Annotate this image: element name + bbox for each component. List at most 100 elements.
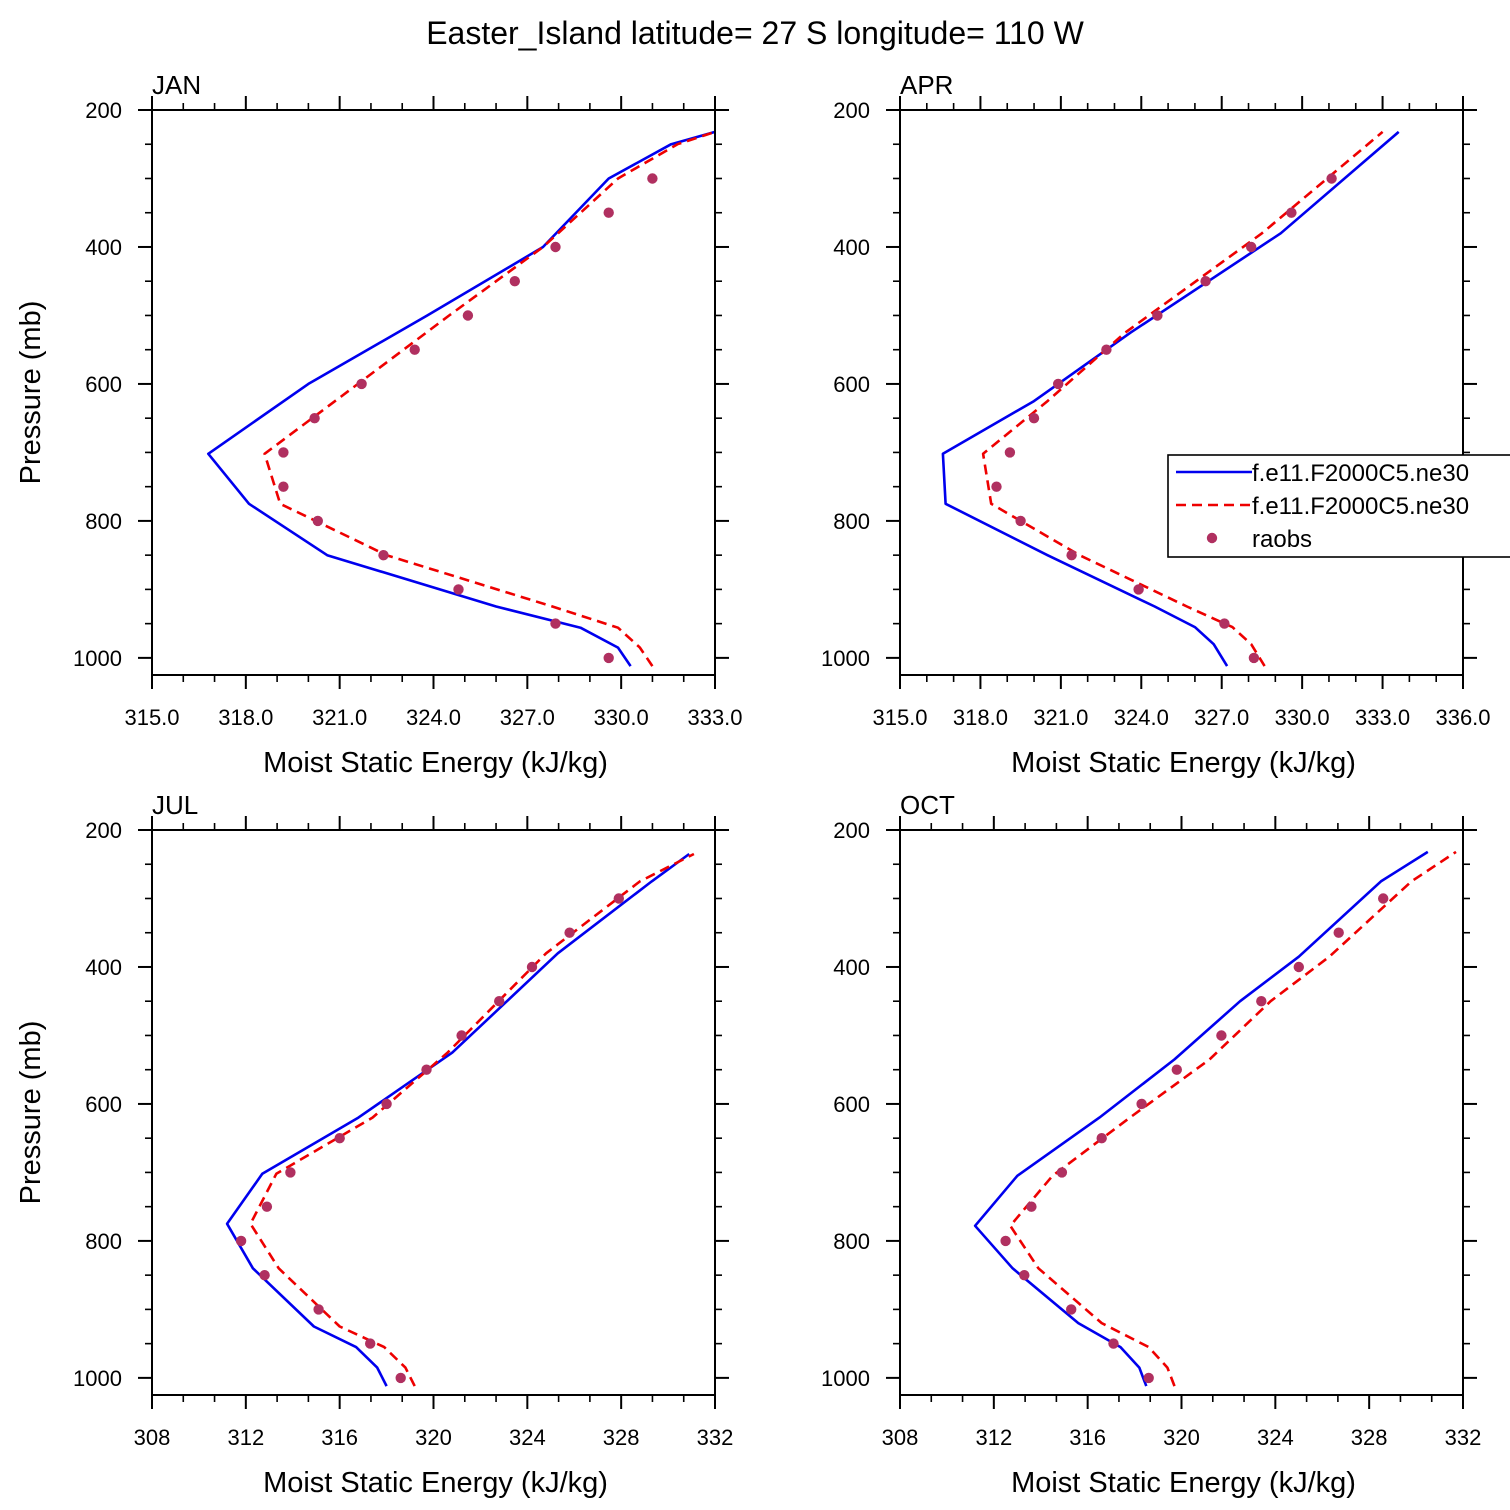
x-tick-label: 321.0 — [312, 705, 367, 730]
y-tick-label: 800 — [833, 509, 870, 534]
raobs-point — [1216, 1030, 1227, 1041]
raobs-point — [613, 893, 624, 904]
raobs-point — [278, 481, 289, 492]
x-tick-label: 315.0 — [124, 705, 179, 730]
raobs-point — [550, 618, 561, 629]
y-tick-label: 800 — [85, 509, 122, 534]
x-tick-label: 324 — [509, 1425, 546, 1450]
x-tick-label: 320 — [1163, 1425, 1200, 1450]
y-tick-label: 400 — [833, 235, 870, 260]
raobs-point — [1248, 652, 1260, 664]
raobs-point — [409, 344, 420, 355]
raobs-point — [462, 310, 474, 321]
raobs-point — [1000, 1235, 1011, 1247]
x-tick-label: 332 — [1445, 1425, 1482, 1450]
raobs-point — [1004, 447, 1016, 458]
y-tick-label: 200 — [85, 818, 122, 843]
x-axis-label: Moist Static Energy (kJ/kg) — [263, 1467, 608, 1499]
raobs-point — [453, 584, 464, 595]
x-tick-label: 318.0 — [953, 705, 1008, 730]
raobs-point — [1101, 344, 1112, 355]
x-tick-label: 308 — [882, 1425, 919, 1450]
panel-title: JAN — [152, 70, 201, 100]
raobs-point — [1293, 961, 1305, 973]
x-tick-label: 308 — [134, 1425, 171, 1450]
raobs-point — [1171, 1064, 1183, 1075]
y-tick-label: 600 — [833, 372, 870, 397]
x-axis-label: Moist Static Energy (kJ/kg) — [1011, 747, 1356, 779]
raobs-point — [1333, 927, 1344, 938]
legend-swatch-dot — [1206, 532, 1218, 544]
model-line-solid — [207, 130, 715, 667]
raobs-point — [603, 207, 614, 218]
model-line-solid — [941, 130, 1400, 667]
x-tick-label: 330.0 — [594, 705, 649, 730]
raobs-point — [313, 1304, 324, 1315]
y-tick-label: 1000 — [73, 1366, 122, 1391]
raobs-point — [1143, 1372, 1154, 1384]
raobs-point — [356, 378, 367, 390]
x-tick-label: 316 — [321, 1425, 358, 1450]
raobs-point — [1056, 1167, 1068, 1178]
raobs-point — [1015, 515, 1026, 527]
y-tick-label: 400 — [833, 955, 870, 980]
raobs-point — [603, 652, 614, 664]
y-tick-label: 1000 — [821, 1366, 870, 1391]
raobs-point — [1326, 173, 1337, 184]
x-tick-label: 327.0 — [1194, 705, 1249, 730]
raobs-point — [395, 1372, 406, 1384]
x-tick-label: 324.0 — [1114, 705, 1169, 730]
x-tick-label: 330.0 — [1275, 705, 1330, 730]
raobs-point — [259, 1270, 270, 1281]
y-tick-label: 600 — [85, 372, 122, 397]
panel-title: OCT — [900, 790, 955, 820]
raobs-point — [1066, 1304, 1077, 1315]
panel-title: JUL — [152, 790, 198, 820]
x-tick-label: 315.0 — [872, 705, 927, 730]
raobs-point — [1066, 550, 1077, 561]
model-line-dashed — [249, 852, 695, 1387]
raobs-point — [526, 961, 538, 973]
raobs-point — [1256, 996, 1267, 1007]
y-tick-label: 200 — [833, 98, 870, 123]
raobs-point — [1028, 413, 1040, 424]
raobs-point — [564, 927, 575, 938]
x-tick-label: 336.0 — [1435, 705, 1490, 730]
x-tick-label: 328 — [603, 1425, 640, 1450]
raobs-point — [550, 241, 561, 253]
raobs-point — [365, 1338, 376, 1349]
x-tick-label: 328 — [1351, 1425, 1388, 1450]
y-axis-label: Pressure (mb) — [15, 301, 47, 485]
y-tick-label: 600 — [85, 1092, 122, 1117]
x-tick-label: 333.0 — [1355, 705, 1410, 730]
raobs-point — [1108, 1338, 1119, 1349]
raobs-point — [1019, 1270, 1030, 1281]
x-tick-label: 333.0 — [687, 705, 742, 730]
x-tick-label: 324.0 — [406, 705, 461, 730]
plot-frame — [899, 109, 1464, 676]
x-tick-label: 320 — [415, 1425, 452, 1450]
panels: JAN 315.0 318.0 321.0 324.0 327.0 330.0 333.0 20… — [15, 70, 1491, 1499]
raobs-point — [1246, 241, 1257, 253]
y-tick-label: 200 — [85, 98, 122, 123]
model-line-dashed — [263, 130, 715, 667]
raobs-point — [285, 1167, 296, 1178]
raobs-point — [494, 996, 505, 1007]
model-line-dashed — [981, 130, 1384, 667]
raobs-point — [509, 276, 520, 287]
raobs-point — [647, 173, 658, 184]
raobs-point — [1286, 207, 1297, 218]
raobs-point — [1133, 584, 1144, 595]
panel-jul: JUL 308 312 316 320 324 328 332 200 400 600 800 1000… — [15, 790, 733, 1499]
panel-apr: APR 315.0 318.0 321.0 324.0 327.0 330.0 333.0 33… — [821, 70, 1490, 779]
x-tick-label: 332 — [697, 1425, 734, 1450]
y-tick-label: 600 — [833, 1092, 870, 1117]
y-tick-label: 800 — [833, 1229, 870, 1254]
raobs-point — [1200, 276, 1211, 287]
raobs-point — [235, 1235, 247, 1247]
legend-label: raobs — [1252, 526, 1312, 553]
x-axis-label: Moist Static Energy (kJ/kg) — [263, 747, 608, 779]
x-tick-label: 324 — [1257, 1425, 1294, 1450]
